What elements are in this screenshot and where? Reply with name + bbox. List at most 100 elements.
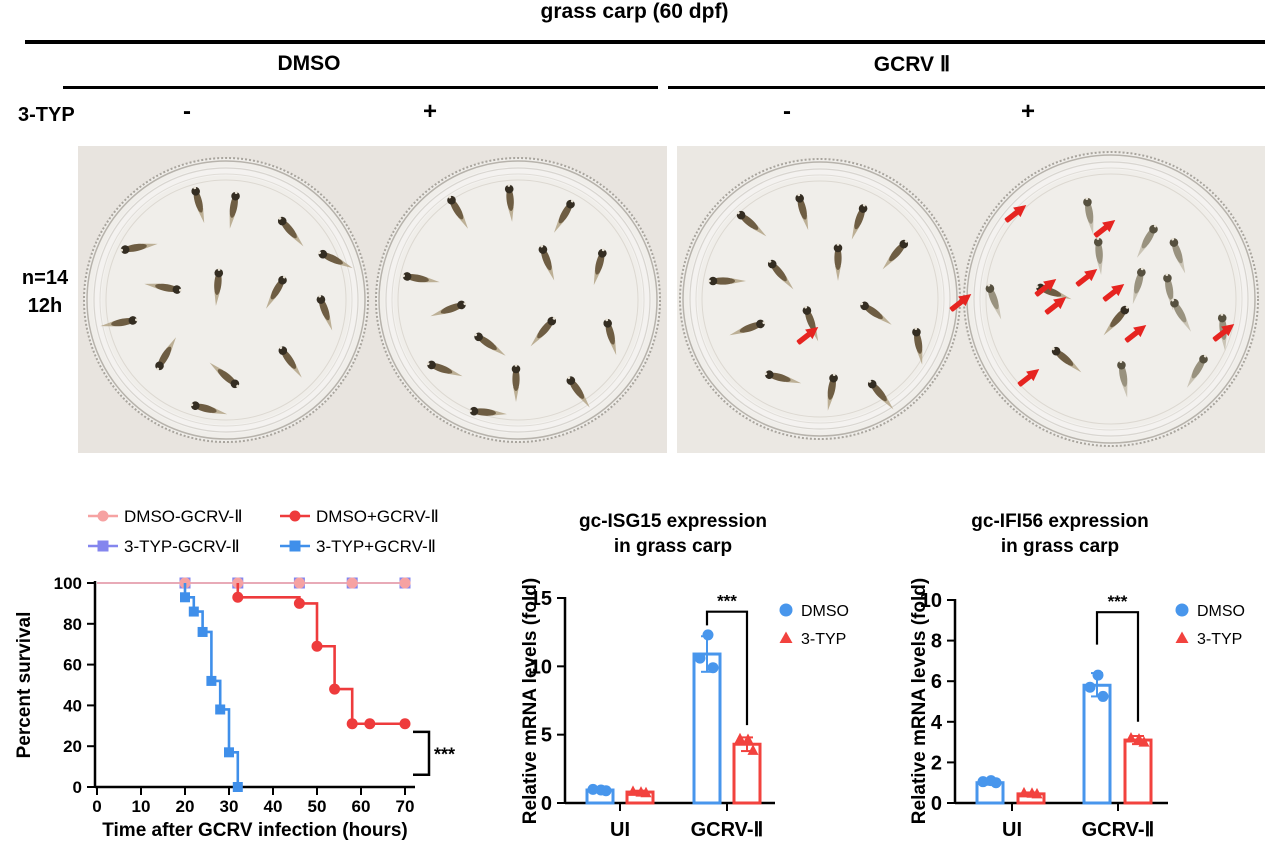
fish bbox=[447, 195, 468, 229]
data-point bbox=[640, 786, 652, 798]
chart-title: gc-ISG15 expression bbox=[579, 511, 767, 532]
svg-text:3-TYP: 3-TYP bbox=[801, 631, 846, 648]
svg-text:10: 10 bbox=[132, 797, 151, 816]
survival-ylabel: Percent survival bbox=[14, 612, 35, 759]
square-marker-icon bbox=[289, 540, 301, 552]
red-arrow-marker bbox=[1004, 204, 1027, 223]
svg-text:0: 0 bbox=[931, 793, 942, 815]
fish bbox=[474, 332, 506, 356]
data-point bbox=[990, 777, 1002, 789]
fish bbox=[736, 210, 767, 237]
fish bbox=[566, 376, 590, 408]
data-point bbox=[707, 662, 719, 674]
triangle-marker-icon bbox=[1175, 631, 1189, 643]
petri-dish-gcrv-plus bbox=[949, 151, 1259, 447]
svg-text:20: 20 bbox=[63, 737, 82, 756]
ifi56-bar-chart: gc-IFI56 expression in grass carp Relative… bbox=[910, 511, 1245, 841]
bar-legend: DMSO 3-TYP bbox=[779, 603, 849, 648]
circle-marker-icon bbox=[289, 510, 301, 522]
fish bbox=[554, 199, 575, 233]
photo-dmso-dishes bbox=[78, 146, 667, 453]
survival-legend: DMSO-GCRV-Ⅱ DMSO+GCRV-Ⅱ 3-TYP-GCRV-Ⅱ 3-TYP+… bbox=[88, 507, 439, 556]
fish bbox=[1103, 305, 1130, 336]
dmso-underline bbox=[63, 86, 658, 89]
data-point bbox=[1031, 787, 1043, 799]
legend-item: 3-TYP+GCRV-Ⅱ bbox=[280, 537, 436, 556]
data-point bbox=[1092, 669, 1104, 681]
dead-fish bbox=[985, 283, 1002, 320]
bar-axes: 0 5 10 15 UI GCRV-Ⅱ bbox=[530, 588, 775, 841]
sign-gcrv-minus: - bbox=[783, 98, 791, 125]
legend-item: DMSO+GCRV-Ⅱ bbox=[280, 507, 439, 526]
n-count: n=14 bbox=[21, 267, 69, 289]
red-arrow-marker bbox=[949, 293, 972, 312]
svg-text:DMSO+GCRV-Ⅱ: DMSO+GCRV-Ⅱ bbox=[316, 507, 439, 526]
svg-text:60: 60 bbox=[63, 656, 82, 675]
svg-text:DMSO: DMSO bbox=[1197, 603, 1245, 620]
fish bbox=[266, 275, 287, 309]
legend-item: DMSO-GCRV-Ⅱ bbox=[88, 507, 243, 526]
data-point bbox=[694, 652, 706, 664]
fish bbox=[318, 249, 353, 269]
data-point bbox=[742, 733, 754, 744]
red-arrow-marker bbox=[796, 326, 819, 345]
red-arrow-marker bbox=[1044, 296, 1067, 315]
fish bbox=[867, 379, 894, 410]
red-arrow-marker bbox=[1124, 324, 1147, 343]
svg-text:3-TYP+GCRV-Ⅱ: 3-TYP+GCRV-Ⅱ bbox=[316, 537, 436, 556]
svg-text:40: 40 bbox=[264, 797, 283, 816]
fish bbox=[402, 272, 440, 283]
dead-fish bbox=[1083, 197, 1094, 235]
fish bbox=[277, 216, 304, 247]
chart-title: gc-IFI56 expression bbox=[971, 511, 1148, 532]
survival-xlabel: Time after GCRV infection (hours) bbox=[102, 820, 407, 841]
circle-marker-icon bbox=[779, 603, 793, 617]
square-marker-icon bbox=[97, 540, 109, 552]
fish bbox=[1051, 346, 1082, 373]
fish bbox=[912, 327, 923, 365]
series-DMSO+GCRV-Ⅱ bbox=[232, 583, 411, 730]
red-arrow-marker bbox=[1034, 278, 1057, 297]
sign-dmso-plus: + bbox=[422, 98, 437, 125]
svg-text:8: 8 bbox=[931, 631, 942, 653]
svg-text:3-TYP: 3-TYP bbox=[1197, 631, 1242, 648]
fish bbox=[504, 184, 514, 222]
bar-UI-3-TYP bbox=[625, 785, 655, 805]
dead-fish bbox=[1132, 267, 1146, 305]
data-point bbox=[1018, 786, 1030, 798]
figure-title: grass carp (60 dpf) bbox=[540, 0, 729, 23]
svg-text:***: *** bbox=[717, 592, 737, 611]
category-label: UI bbox=[610, 819, 630, 841]
fish bbox=[155, 337, 176, 371]
fish bbox=[767, 259, 794, 290]
svg-text:15: 15 bbox=[530, 588, 552, 610]
fish bbox=[430, 300, 467, 317]
group-label-dmso: DMSO bbox=[277, 52, 341, 75]
data-point bbox=[627, 785, 639, 796]
dead-fish bbox=[1137, 224, 1158, 258]
fish bbox=[214, 268, 224, 306]
fish bbox=[729, 319, 766, 336]
bar-GCRV-Ⅱ-DMSO bbox=[692, 629, 722, 805]
fish bbox=[882, 239, 909, 270]
svg-text:DMSO: DMSO bbox=[801, 603, 849, 620]
svg-text:0: 0 bbox=[73, 778, 82, 797]
svg-text:70: 70 bbox=[396, 797, 415, 816]
svg-text:2: 2 bbox=[931, 752, 942, 774]
bar-legend: DMSO 3-TYP bbox=[1175, 603, 1245, 648]
svg-text:80: 80 bbox=[63, 615, 82, 634]
survival-curve-chart: DMSO-GCRV-Ⅱ DMSO+GCRV-Ⅱ 3-TYP-GCRV-Ⅱ 3-TYP+… bbox=[14, 507, 455, 841]
fish bbox=[593, 248, 607, 286]
fish bbox=[100, 316, 138, 327]
fish bbox=[827, 373, 838, 411]
data-point bbox=[1097, 690, 1109, 702]
bar-significance: *** bbox=[705, 592, 749, 726]
fish bbox=[860, 301, 892, 325]
dead-fish bbox=[1117, 360, 1128, 398]
survival-axes: 0 20 40 60 80 100 0 10 20 30 40 50 60 70 bbox=[54, 574, 415, 816]
fish bbox=[144, 283, 182, 294]
svg-text:100: 100 bbox=[54, 574, 82, 593]
petri-dish-dmso-minus bbox=[83, 157, 369, 443]
triangle-marker-icon bbox=[779, 631, 793, 643]
svg-text:0: 0 bbox=[541, 793, 552, 815]
